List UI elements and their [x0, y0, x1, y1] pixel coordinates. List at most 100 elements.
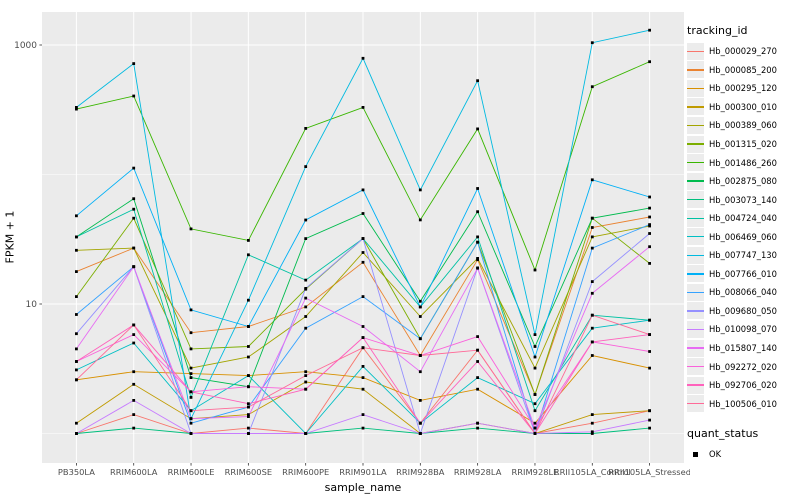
legend-key-color-line [687, 69, 704, 71]
legend-item-Hb_100506_010: Hb_100506_010 [687, 394, 800, 413]
data-point-Hb_092706_020 [304, 387, 308, 391]
data-point-Hb_009680_050 [304, 287, 308, 290]
data-point-Hb_001486_260 [418, 218, 422, 222]
legend-key-color-line [687, 347, 704, 349]
legend-key-line-icon [687, 302, 704, 320]
quant-legend: quant_status OK [687, 427, 800, 464]
data-point-Hb_003073_140 [590, 432, 594, 435]
data-point-Hb_003073_140 [132, 426, 136, 430]
legend-key-line-icon [687, 358, 704, 376]
data-point-Hb_002875_080 [590, 216, 594, 220]
data-point-Hb_006469_060 [533, 402, 537, 406]
data-point-Hb_000085_200 [75, 270, 78, 273]
data-point-Hb_004724_040 [247, 253, 250, 257]
data-point-Hb_092706_020 [361, 336, 365, 339]
legend-item-label: Hb_001486_260 [709, 157, 777, 168]
legend-key-line-icon [687, 135, 704, 153]
data-point-Hb_100506_010 [476, 348, 479, 352]
data-point-Hb_007747_130 [418, 188, 422, 192]
data-point-Hb_000300_010 [132, 382, 136, 386]
data-point-Hb_000085_200 [590, 226, 594, 229]
data-point-Hb_000389_060 [590, 235, 594, 239]
legend-item-Hb_003073_140: Hb_003073_140 [687, 190, 800, 209]
legend-item-label: Hb_004724_040 [709, 213, 777, 224]
data-point-Hb_008066_040 [75, 313, 78, 316]
data-point-Hb_002875_080 [189, 376, 193, 379]
data-point-Hb_000295_120 [132, 370, 136, 374]
data-point-Hb_015807_140 [189, 417, 193, 421]
data-point-Hb_092706_020 [75, 360, 78, 363]
data-point-Hb_009680_050 [590, 280, 594, 283]
data-point-Hb_000300_010 [361, 387, 365, 391]
data-point-Hb_006469_060 [648, 318, 651, 322]
data-point-Hb_000295_120 [304, 370, 308, 374]
data-point-Hb_015807_140 [590, 291, 594, 295]
quant-legend-title: quant_status [687, 426, 759, 440]
data-point-Hb_007766_010 [533, 355, 537, 359]
legend-item-Hb_001315_020: Hb_001315_020 [687, 135, 800, 154]
legend-key-color-line [687, 402, 704, 405]
data-point-Hb_015807_140 [304, 296, 308, 300]
data-point-Hb_100506_010 [189, 409, 193, 413]
legend-key-color-line [687, 273, 704, 275]
data-point-Hb_010098_070 [361, 413, 365, 416]
legend: tracking_id Hb_000029_270 Hb_000085_200 Hb… [687, 24, 800, 463]
data-point-Hb_015807_140 [361, 325, 365, 328]
legend-key-color-line [687, 328, 704, 331]
data-point-Hb_007747_130 [648, 28, 651, 32]
data-point-Hb_000085_200 [189, 331, 193, 335]
data-point-Hb_002875_080 [361, 212, 365, 215]
legend-item-label: Hb_001315_020 [709, 139, 777, 149]
legend-key-color-line [687, 198, 704, 201]
legend-item-label: Hb_003073_140 [709, 194, 777, 205]
data-point-Hb_007766_010 [189, 308, 193, 312]
data-point-Hb_000295_120 [418, 399, 422, 402]
legend-key-color-line [687, 236, 704, 238]
x-tick-label: RRIM600PE [282, 467, 329, 477]
tracking-legend-title: tracking_id [687, 24, 748, 37]
legend-key-line-icon [687, 116, 704, 134]
chart: 1000 10 PB350LA RRIM600LA RRIM600LE RRIM600SE… [4, 12, 690, 494]
data-point-Hb_002875_080 [418, 299, 422, 303]
data-point-Hb_001315_020 [132, 216, 136, 220]
data-point-Hb_001486_260 [361, 106, 365, 109]
legend-item-Hb_092706_020: Hb_092706_020 [687, 376, 800, 395]
data-point-Hb_001315_020 [75, 295, 78, 298]
data-point-Hb_008066_040 [648, 223, 651, 226]
data-point-Hb_092272_020 [648, 350, 651, 353]
data-point-Hb_100506_010 [132, 323, 136, 327]
legend-key-color-line [687, 124, 704, 127]
data-point-Hb_007747_130 [247, 298, 250, 302]
data-point-Hb_100506_010 [590, 313, 594, 317]
data-point-Hb_010098_070 [590, 430, 594, 434]
data-point-Hb_002875_080 [533, 345, 537, 348]
data-point-Hb_092706_020 [590, 340, 594, 344]
data-point-Hb_100506_010 [304, 374, 308, 377]
data-point-Hb_001486_260 [132, 94, 136, 98]
data-point-Hb_001486_260 [476, 127, 479, 131]
data-point-Hb_000389_060 [361, 251, 365, 254]
data-point-Hb_000389_060 [247, 355, 250, 359]
data-point-Hb_009680_050 [361, 237, 365, 240]
data-point-Hb_092706_020 [189, 390, 193, 394]
legend-item-Hb_092272_020: Hb_092272_020 [687, 357, 800, 376]
quant-legend-label: OK [709, 449, 722, 460]
data-point-Hb_003073_140 [476, 426, 479, 430]
data-point-Hb_000389_060 [533, 366, 537, 370]
data-point-Hb_092272_020 [476, 335, 479, 338]
data-point-Hb_015807_140 [132, 265, 136, 269]
x-axis-title: sample_name [325, 481, 402, 494]
legend-item-Hb_009680_050: Hb_009680_050 [687, 302, 800, 321]
data-point-Hb_092706_020 [247, 402, 250, 406]
legend-key-line-icon [687, 191, 704, 209]
data-point-Hb_015807_140 [476, 266, 479, 270]
data-point-Hb_010098_070 [648, 418, 651, 422]
data-point-Hb_000295_120 [189, 372, 193, 375]
data-point-Hb_000295_120 [533, 421, 537, 425]
legend-key-line-icon [687, 42, 704, 60]
data-point-Hb_007766_010 [247, 325, 250, 328]
data-point-Hb_002875_080 [304, 237, 308, 240]
legend-item-Hb_001486_260: Hb_001486_260 [687, 153, 800, 172]
data-point-Hb_092272_020 [533, 426, 537, 430]
data-point-Hb_015807_140 [247, 415, 250, 418]
